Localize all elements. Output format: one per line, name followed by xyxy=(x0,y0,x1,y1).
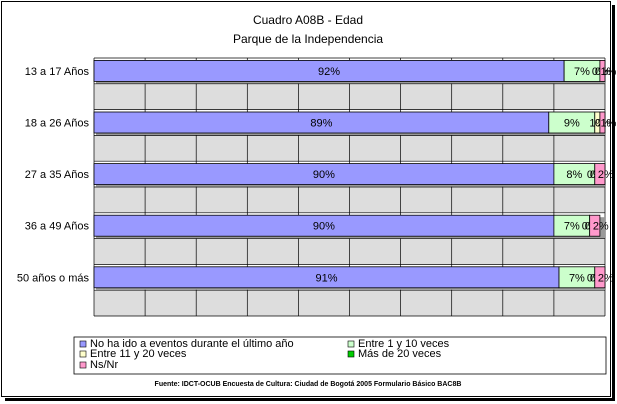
bar-segment xyxy=(594,163,606,186)
legend-label: Entre 11 y 20 veces xyxy=(90,348,187,360)
category-label: 50 años o más xyxy=(17,272,90,284)
frame-shadow-right xyxy=(612,5,615,400)
data-label: 2% xyxy=(598,169,614,181)
data-label: 9% xyxy=(564,118,580,130)
legend-label: Ns/Nr xyxy=(90,359,118,371)
legend-box xyxy=(73,336,607,375)
data-label: 89% xyxy=(310,118,332,130)
data-label: 7% xyxy=(569,272,585,284)
legend-swatch xyxy=(79,350,87,358)
data-label: 8% xyxy=(566,169,582,181)
data-label: 92% xyxy=(318,66,340,78)
source-note: Fuente: IDCT-OCUB Encuesta de Cultura: C… xyxy=(155,381,462,388)
legend-swatch xyxy=(79,361,87,369)
data-label: 1% xyxy=(600,66,616,78)
data-label: 90% xyxy=(313,169,335,181)
data-label: 91% xyxy=(315,272,337,284)
legend: No ha ido a eventos durante el último añ… xyxy=(73,336,607,375)
chart-title: Cuadro A08B - Edad xyxy=(253,13,363,27)
legend-swatch xyxy=(347,350,355,358)
legend-label: Más de 20 veces xyxy=(358,348,442,360)
data-label: 7% xyxy=(564,221,580,233)
data-label: 1% xyxy=(600,118,616,130)
legend-swatch xyxy=(347,340,355,348)
data-label: 7% xyxy=(574,66,590,78)
legend-label: No ha ido a eventos durante el último añ… xyxy=(90,338,294,350)
category-label: 13 a 17 Años xyxy=(25,66,90,78)
frame-shadow-bottom xyxy=(5,398,615,401)
bar-segment xyxy=(599,60,606,82)
category-label: 36 a 49 Años xyxy=(25,221,90,233)
legend-label: Entre 1 y 10 veces xyxy=(358,338,450,350)
chart-subtitle: Parque de la Independencia xyxy=(233,32,383,46)
legend-swatch xyxy=(79,340,87,348)
bar-segment xyxy=(589,214,601,237)
bar-segment xyxy=(594,266,606,289)
data-label: 2% xyxy=(598,272,614,284)
bar-segment xyxy=(599,111,606,134)
category-label: 18 a 26 Años xyxy=(25,118,90,130)
data-label: 2% xyxy=(593,221,609,233)
data-label: 90% xyxy=(313,221,335,233)
category-label: 27 a 35 Años xyxy=(25,169,90,181)
